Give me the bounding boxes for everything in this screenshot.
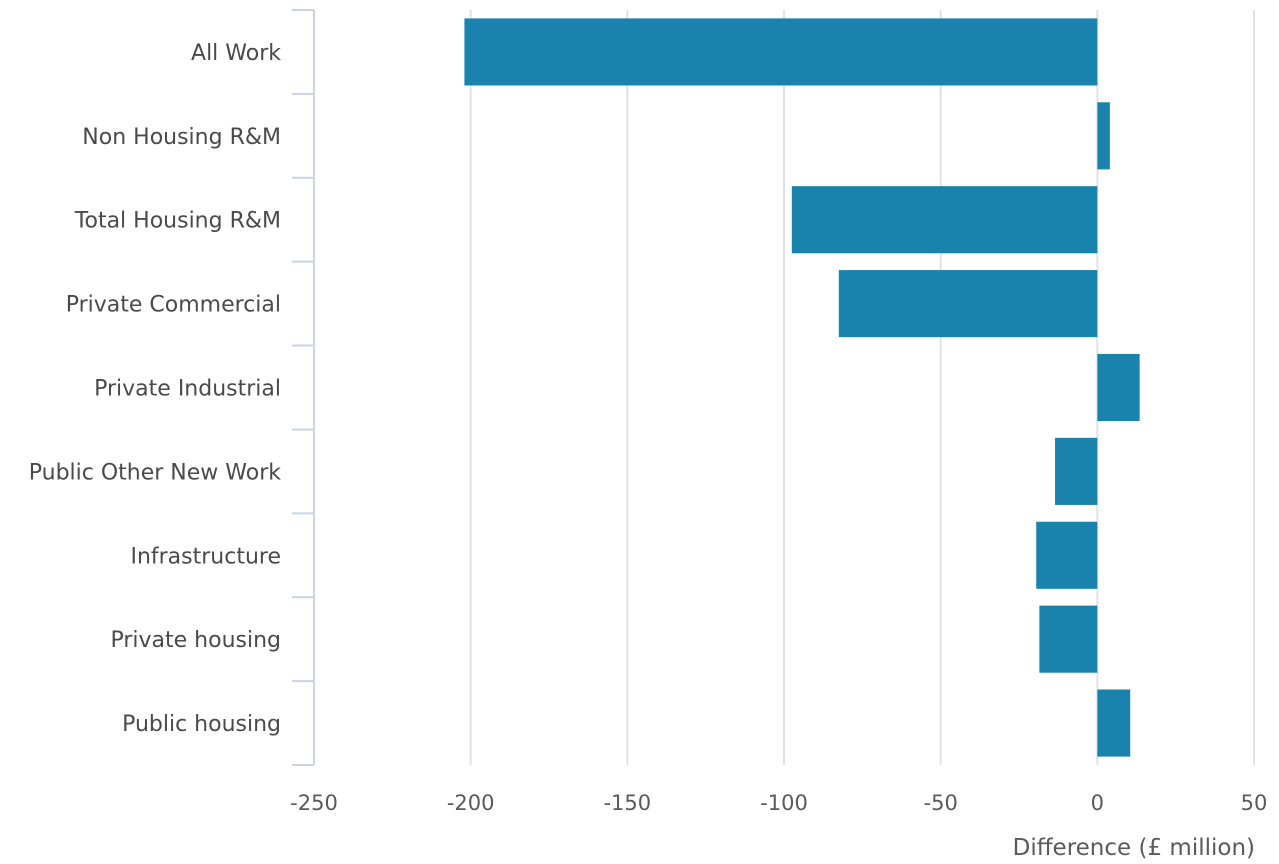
category-label: Private housing (110, 628, 281, 653)
category-label: Infrastructure (130, 544, 281, 569)
category-label: Non Housing R&M (82, 125, 281, 150)
x-tick-label: -100 (760, 791, 808, 815)
bar-private-housing (1039, 605, 1098, 673)
bar-all-work (464, 18, 1098, 86)
bar-total-housing-r-m (791, 186, 1098, 254)
category-label: Public housing (122, 712, 281, 737)
bar-private-commercial (838, 270, 1098, 338)
category-label: Total Housing R&M (74, 209, 281, 234)
y-axis (292, 9, 315, 766)
category-label: All Work (191, 41, 281, 66)
category-label: Private Industrial (94, 377, 281, 402)
x-tick-label: 50 (1241, 791, 1268, 815)
x-tick-labels: -250 -200 -150 -100 -50 0 50 (290, 791, 1267, 815)
x-tick-label: -50 (924, 791, 958, 815)
category-label: Private Commercial (66, 293, 281, 318)
bars (464, 18, 1140, 757)
x-axis-title: Difference (£ million) (1013, 835, 1255, 860)
bar-public-housing (1097, 689, 1131, 757)
bar-private-industrial (1097, 353, 1140, 422)
bar-public-other-new-work (1055, 437, 1098, 505)
x-tick-label: -250 (290, 791, 338, 815)
category-label: Public Other New Work (29, 460, 282, 485)
x-tick-label: -150 (603, 791, 651, 815)
x-tick-label: -200 (447, 791, 495, 815)
category-labels: All Work Non Housing R&M Total Housing R&M… (29, 41, 282, 737)
x-tick-label: 0 (1091, 791, 1104, 815)
bar-infrastructure (1036, 521, 1098, 589)
bar-non-housing-r-m (1097, 102, 1110, 170)
